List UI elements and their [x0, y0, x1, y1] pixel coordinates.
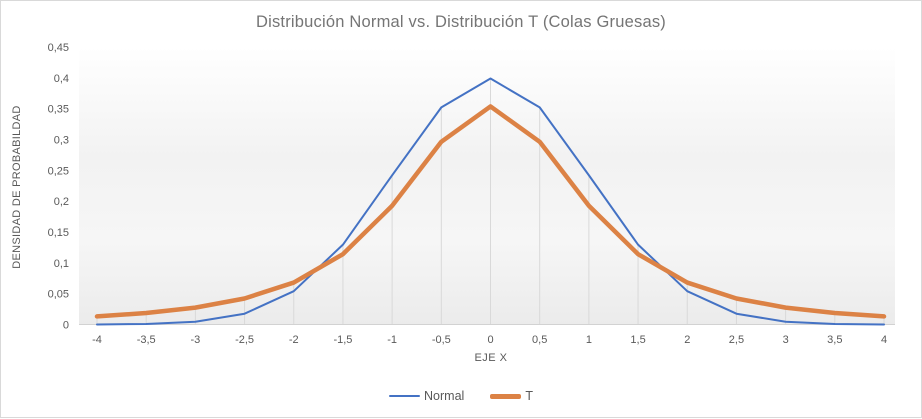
y-tick-label: 0 [63, 320, 69, 332]
x-tick-label: 4 [881, 334, 887, 346]
x-tick-label: 1 [586, 334, 592, 346]
y-tick-label: 0,2 [54, 196, 69, 208]
x-tick-label: -0,5 [432, 334, 451, 346]
x-tick-label: 3 [783, 334, 789, 346]
x-tick-label: 1,5 [630, 334, 645, 346]
y-axis-title: DENSIDAD DE PROBABILDAD [11, 105, 23, 269]
legend-item-normal[interactable]: Normal [389, 389, 464, 403]
normal-line-series [96, 77, 885, 326]
chart-title: Distribución Normal vs. Distribución T (… [256, 13, 666, 31]
x-tick-label: -1,5 [333, 334, 352, 346]
t-line-series [94, 104, 887, 319]
normal-line-swatch [389, 395, 421, 397]
t-line-swatch [490, 393, 522, 399]
x-axis-title: EJE X [474, 352, 508, 364]
x-tick-label: 2 [684, 334, 690, 346]
x-tick-label: -3,5 [137, 334, 156, 346]
x-tick-label: 0,5 [532, 334, 547, 346]
x-tick-label: -2,5 [235, 334, 254, 346]
legend-label-t: T [525, 389, 533, 403]
x-tick-label: -3 [190, 334, 200, 346]
x-tick-label: -4 [92, 334, 102, 346]
x-tick-label: 0 [487, 334, 493, 346]
y-tick-label: 0,3 [54, 135, 69, 147]
x-tick-label: 2,5 [729, 334, 744, 346]
plot-background [79, 47, 895, 325]
y-tick-label: 0,4 [54, 73, 69, 85]
legend: Normal T [1, 389, 921, 403]
tick-labels-group: 0 0,05 0,1 0,15 0,2 0,25 0,3 0,35 0,4 0,45 -4 -3,5 -… [48, 42, 887, 346]
x-tick-label: 3,5 [827, 334, 842, 346]
legend-item-t[interactable]: T [490, 389, 533, 403]
y-tick-label: 0,15 [48, 227, 69, 239]
series-layer [94, 77, 887, 326]
legend-label-normal: Normal [424, 389, 465, 403]
y-tick-label: 0,05 [48, 289, 69, 301]
x-tick-label: -1 [387, 334, 397, 346]
y-tick-label: 0,1 [54, 258, 69, 270]
y-tick-label: 0,45 [48, 42, 69, 54]
y-tick-label: 0,35 [48, 104, 69, 116]
y-tick-label: 0,25 [48, 165, 69, 177]
x-tick-label: -2 [289, 334, 299, 346]
